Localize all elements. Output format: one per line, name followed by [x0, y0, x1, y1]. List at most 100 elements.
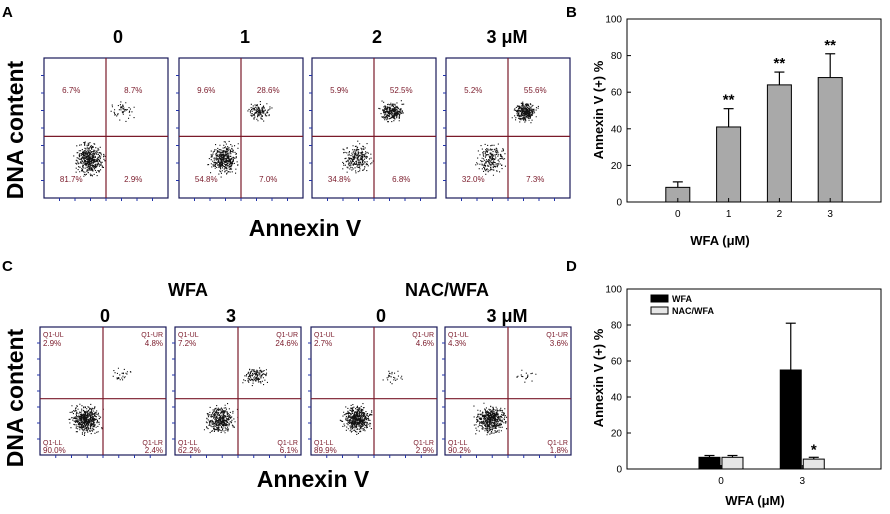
scatter-dots [473, 369, 537, 436]
c-flow-plot: Q1-UL Q1-UR Q1-LL Q1-LR 7.2% 24.6% 62.2% 6.1% [172, 326, 302, 458]
y-tick-label: 80 [611, 51, 623, 62]
chart-b: 0 20 40 60 80 100 0 ** 1 ** 2 ** 3 [605, 15, 882, 220]
d-x-label: WFA (μM) [725, 493, 784, 508]
y-tick-label: 20 [611, 161, 623, 172]
x-tick-label: 2 [777, 209, 783, 220]
c-conc-label-3: 3 μM [486, 306, 527, 326]
legend-swatch [650, 294, 669, 303]
quadrant-pct-ll: 90.2% [448, 446, 471, 455]
bar [698, 456, 721, 470]
scatter-dots [475, 101, 539, 176]
quadrant-pct-ll: 32.0% [462, 175, 485, 184]
c-flow-plot: Q1-UL Q1-UR Q1-LL Q1-LR 2.9% 4.8% 90.0% 2.4% [37, 326, 167, 458]
significance-mark: ** [774, 55, 786, 72]
scatter-dots [68, 367, 132, 436]
quadrant-pct-ur: 55.6% [524, 86, 547, 95]
y-tick-label: 0 [616, 465, 622, 476]
quadrant-tag-ll: Q1-LL [314, 440, 334, 447]
quadrant-pct-ur: 4.8% [145, 339, 163, 348]
plot-frame [626, 18, 882, 203]
panel-label-d: D [566, 258, 577, 275]
a-flow-plot: 5.2% 55.6% 32.0% 7.3% [443, 57, 571, 201]
significance-mark: ** [824, 37, 836, 54]
quadrant-pct-ur: 24.6% [275, 339, 298, 348]
a-conc-label-2: 2 [372, 27, 382, 47]
x-tick-label: 0 [675, 209, 681, 220]
a-flow-plots: 6.7% 8.7% 81.7% 2.9% 9.6% 28.6% 54.8% 7.0% 5.9% 5… [41, 57, 571, 201]
quadrant-tag-ul: Q1-UL [448, 332, 469, 339]
quadrant-pct-ll: 90.0% [43, 446, 66, 455]
a-flow-plot: 5.9% 52.5% 34.8% 6.8% [309, 57, 437, 201]
quadrant-pct-lr: 6.1% [280, 446, 298, 455]
quadrant-pct-ul: 5.9% [330, 86, 348, 95]
quadrant-pct-lr: 6.8% [392, 175, 410, 184]
quadrant-pct-ul: 4.3% [448, 339, 466, 348]
c-y-label: DNA content [2, 328, 28, 467]
quadrant-pct-ur: 3.6% [550, 339, 568, 348]
scatter-cloud [207, 101, 273, 178]
quadrant-pct-lr: 7.3% [526, 175, 544, 184]
quadrant-tag-lr: Q1-LR [142, 440, 163, 447]
y-tick-label: 60 [611, 357, 623, 368]
scatter-cloud [203, 367, 268, 434]
quadrant-pct-ul: 2.9% [43, 339, 61, 348]
quadrant-tag-ur: Q1-UR [141, 332, 163, 339]
scatter-dots [339, 370, 403, 435]
quadrant-pct-ur: 8.7% [124, 86, 142, 95]
quadrant-pct-lr: 7.0% [259, 175, 277, 184]
bar [716, 126, 742, 203]
quadrant-tag-ul: Q1-UL [43, 332, 64, 339]
a-flow-plot: 6.7% 8.7% 81.7% 2.9% [41, 57, 169, 201]
quadrant-pct-ll: 62.2% [178, 446, 201, 455]
bar [817, 77, 843, 203]
quadrant-tag-ll: Q1-LL [448, 440, 468, 447]
x-tick-label: 1 [726, 209, 732, 220]
a-flow-plot: 9.6% 28.6% 54.8% 7.0% [176, 57, 304, 201]
quadrant-pct-ll: 34.8% [328, 175, 351, 184]
bar [802, 458, 825, 470]
a-conc-label-0: 0 [113, 27, 123, 47]
quadrant-tag-ul: Q1-UL [314, 332, 335, 339]
y-tick-label: 100 [605, 15, 622, 26]
quadrant-tag-ur: Q1-UR [546, 332, 568, 339]
b-y-label: Annexin V (+) % [591, 60, 606, 159]
quadrant-pct-lr: 2.4% [145, 446, 163, 455]
quadrant-tag-lr: Q1-LR [413, 440, 434, 447]
a-x-label: Annexin V [249, 215, 362, 241]
quadrant-pct-lr: 2.9% [124, 175, 142, 184]
y-tick-label: 100 [605, 285, 622, 296]
quadrant-pct-lr: 1.8% [550, 446, 568, 455]
significance-mark: ** [723, 92, 735, 109]
quadrant-pct-ul: 7.2% [178, 339, 196, 348]
legend-label: WFA [672, 294, 692, 304]
quadrant-pct-ul: 9.6% [197, 86, 215, 95]
quadrant-tag-lr: Q1-LR [547, 440, 568, 447]
y-tick-label: 40 [611, 393, 623, 404]
scatter-cloud [473, 369, 537, 436]
y-tick-label: 40 [611, 124, 623, 135]
scatter-cloud [342, 100, 405, 174]
x-tick-label: 0 [718, 476, 724, 487]
b-x-label: WFA (μM) [690, 233, 749, 248]
legend-label: NAC/WFA [672, 306, 714, 316]
legend: WFA NAC/WFA [650, 294, 714, 316]
a-conc-label-1: 1 [240, 27, 250, 47]
y-tick-label: 80 [611, 321, 623, 332]
y-tick-label: 60 [611, 88, 623, 99]
quadrant-tag-ll: Q1-LL [178, 440, 198, 447]
scatter-cloud [73, 101, 135, 177]
quadrant-pct-ll: 54.8% [195, 175, 218, 184]
c-conc-label-0: 0 [100, 306, 110, 326]
quadrant-pct-ll: 89.9% [314, 446, 337, 455]
quadrant-pct-ur: 28.6% [257, 86, 280, 95]
d-y-label: Annexin V (+) % [591, 328, 606, 427]
quadrant-pct-ul: 6.7% [62, 86, 80, 95]
scatter-dots [73, 101, 135, 177]
quadrant-pct-ul: 2.7% [314, 339, 332, 348]
quadrant-pct-ur: 4.6% [416, 339, 434, 348]
panel-label-c: C [2, 258, 13, 275]
panel-label-a: A [2, 4, 13, 21]
quadrant-pct-ll: 81.7% [60, 175, 83, 184]
bar [766, 84, 792, 203]
